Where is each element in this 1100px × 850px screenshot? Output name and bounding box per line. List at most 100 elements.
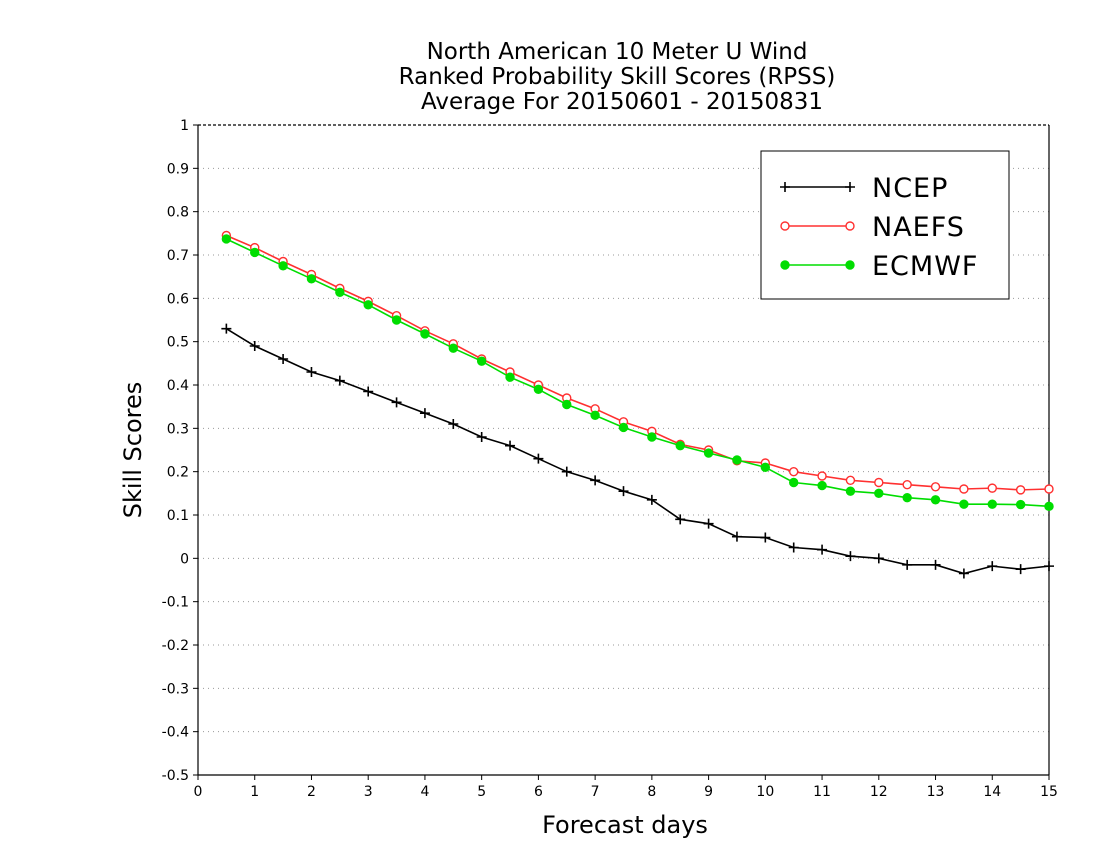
point-ecmwf	[221, 234, 232, 244]
y-tick-label: 0.1	[167, 508, 189, 524]
point-ncep	[505, 440, 516, 451]
y-tick-label: 0.2	[167, 465, 189, 481]
point-ncep	[249, 341, 260, 351]
point-ecmwf	[760, 462, 771, 473]
point-ncep	[817, 544, 828, 555]
point-ncep	[930, 559, 941, 570]
x-axis-title: Forecast days	[542, 811, 708, 839]
series-ecmwf	[221, 234, 1054, 512]
point-ecmwf	[703, 448, 714, 458]
legend-marker-naefs	[780, 221, 790, 231]
point-ecmwf	[278, 261, 288, 271]
legend-marker-ecmwf	[780, 260, 790, 270]
point-ncep	[760, 532, 771, 543]
y-tick-label: -0.1	[162, 595, 189, 611]
point-naefs	[845, 475, 856, 486]
point-ncep	[873, 553, 884, 564]
y-tick-label: 0.8	[167, 205, 189, 221]
point-ncep	[476, 432, 487, 442]
point-ncep	[788, 542, 799, 553]
x-tick-label: 2	[307, 784, 316, 800]
x-tick-label: 7	[591, 784, 600, 800]
point-ecmwf	[618, 422, 629, 433]
x-tick-label: 6	[534, 784, 543, 800]
point-ecmwf	[1015, 499, 1026, 510]
x-tick-label: 11	[813, 784, 831, 800]
point-ecmwf	[817, 480, 827, 491]
point-naefs	[874, 477, 884, 488]
series-line-ecmwf	[226, 238, 1050, 508]
legend: NCEP NAEFS ECMWF	[760, 150, 1010, 300]
x-tick-label: 12	[870, 784, 888, 800]
point-ncep	[902, 559, 913, 570]
point-ncep	[561, 466, 572, 477]
x-tick-label: 0	[194, 784, 203, 800]
x-tick-label: 9	[704, 784, 713, 800]
point-ncep	[731, 531, 742, 542]
point-naefs	[987, 483, 997, 493]
point-ncep	[618, 486, 629, 497]
x-tick-label: 3	[364, 784, 373, 800]
point-ecmwf	[845, 486, 856, 496]
point-ncep	[845, 551, 856, 562]
series-ncep	[221, 323, 1054, 579]
point-ecmwf	[902, 492, 912, 503]
point-ecmwf	[959, 499, 969, 509]
point-ecmwf	[562, 399, 572, 410]
point-ecmwf	[987, 499, 997, 509]
y-tick-label: 0.6	[167, 291, 189, 307]
point-ecmwf	[675, 440, 685, 451]
legend-marker-naefs	[845, 221, 855, 231]
point-ncep	[646, 494, 657, 505]
x-tick-label: 4	[420, 784, 429, 800]
point-naefs	[902, 479, 912, 490]
legend-box	[760, 150, 1010, 300]
point-ecmwf	[590, 410, 600, 421]
x-tick-label: 8	[647, 784, 656, 800]
point-ncep	[363, 386, 374, 397]
legend-marker-ncep	[780, 182, 790, 192]
chart-title: North American 10 Meter U Wind Ranked Pr…	[399, 39, 836, 115]
point-ncep	[987, 561, 998, 572]
point-naefs	[789, 466, 799, 477]
series-line-naefs	[226, 234, 1050, 491]
point-ncep	[448, 419, 459, 429]
axes: -0.5 -0.4 -0.3 -0.2 -0.1 0 0.1 0.2 0.3 0.4 0.5 0.6 0…	[162, 118, 1058, 800]
point-ncep	[1015, 564, 1026, 575]
y-tick-label: 0.7	[167, 248, 189, 264]
y-tick-label: 0.4	[167, 378, 189, 394]
point-ecmwf	[1044, 501, 1054, 512]
y-tick-label: 0	[180, 551, 189, 567]
title-line-2: Ranked Probability Skill Scores (RPSS)	[399, 64, 836, 90]
legend-label-naefs: NAEFS	[872, 212, 965, 243]
point-ncep	[221, 323, 232, 334]
legend-marker-ncep	[845, 182, 855, 192]
series-line-ncep	[225, 327, 1050, 575]
point-ecmwf	[789, 477, 799, 488]
point-ecmwf	[533, 384, 544, 395]
point-ecmwf	[420, 329, 430, 339]
point-ecmwf	[874, 488, 884, 499]
point-naefs	[959, 484, 969, 494]
y-tick-label: -0.3	[162, 681, 189, 697]
y-tick-label: 0.9	[167, 161, 189, 177]
point-ecmwf	[647, 432, 657, 442]
x-tick-label: 15	[1040, 784, 1058, 800]
title-line-3: Average For 20150601 - 20150831	[421, 89, 823, 115]
point-naefs	[817, 471, 827, 481]
point-ecmwf	[732, 455, 742, 465]
point-ncep	[278, 354, 289, 364]
legend-marker-ecmwf	[845, 260, 855, 270]
x-tick-label: 14	[983, 784, 1001, 800]
point-ecmwf	[335, 287, 345, 297]
y-axis-title: Skill Scores	[119, 382, 147, 519]
x-tick-label: 1	[250, 784, 259, 800]
y-tick-label: 1	[180, 118, 189, 134]
x-tick-label: 10	[756, 784, 774, 800]
y-tick-label: -0.4	[162, 725, 189, 741]
point-ncep	[958, 568, 969, 579]
point-naefs	[1015, 485, 1026, 495]
y-tick-label: -0.2	[162, 638, 189, 654]
point-ncep	[675, 514, 686, 525]
